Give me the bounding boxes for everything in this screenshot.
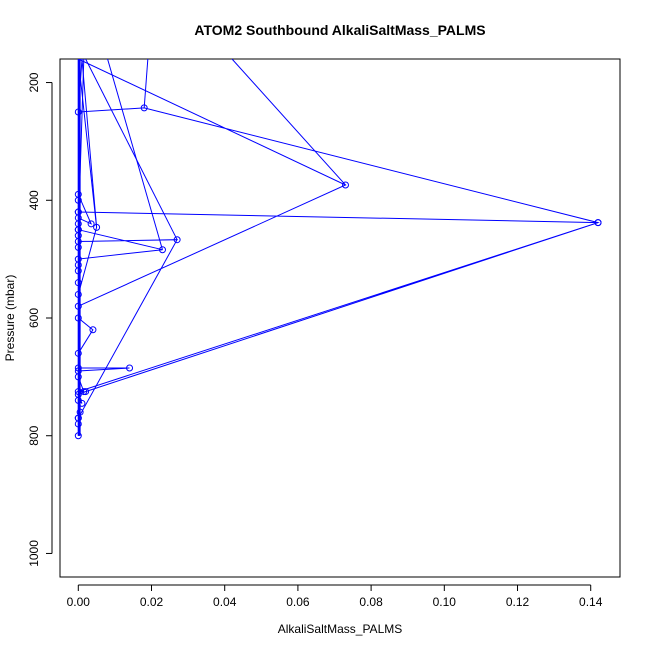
plot-frame — [59, 58, 621, 578]
data-point — [158, 246, 166, 254]
y-tick-label: 400 — [27, 190, 41, 210]
data-point — [89, 326, 97, 334]
y-tick-label: 600 — [27, 308, 41, 328]
chart-title: ATOM2 Southbound AlkaliSaltMass_PALMS — [194, 22, 485, 38]
x-tick-label: 0.14 — [579, 595, 603, 609]
x-tick-label: 0.06 — [286, 595, 310, 609]
series-segment — [81, 59, 98, 228]
x-tick-label: 0.04 — [213, 595, 237, 609]
y-tick-label: 800 — [27, 425, 41, 445]
x-tick-label: 0.10 — [433, 595, 457, 609]
y-axis: 200 400 600 800 1000 — [27, 72, 53, 567]
x-tick-label: 0.02 — [140, 595, 164, 609]
x-tick-label: 0.00 — [67, 595, 91, 609]
x-axis: 0.00 0.02 0.04 0.06 0.08 0.10 0.12 0.14 — [67, 584, 603, 609]
series-segment — [107, 59, 163, 250]
x-tick-label: 0.08 — [359, 595, 383, 609]
y-tick-label: 200 — [27, 72, 41, 92]
y-tick-label: 1000 — [27, 540, 41, 567]
data-point — [87, 220, 95, 228]
data-point — [173, 236, 181, 244]
data-point — [594, 219, 602, 227]
data-point — [82, 388, 90, 396]
series-layer — [74, 59, 602, 440]
data-point — [341, 181, 349, 189]
series-segment — [85, 59, 178, 240]
data-point — [80, 388, 88, 396]
series-line — [77, 59, 600, 436]
x-tick-label: 0.12 — [506, 595, 530, 609]
series-segment — [231, 59, 346, 186]
data-point — [126, 364, 134, 372]
series-segment — [143, 59, 149, 108]
x-axis-label: AlkaliSaltMass_PALMS — [278, 622, 403, 636]
y-axis-label: Pressure (mbar) — [3, 275, 17, 362]
